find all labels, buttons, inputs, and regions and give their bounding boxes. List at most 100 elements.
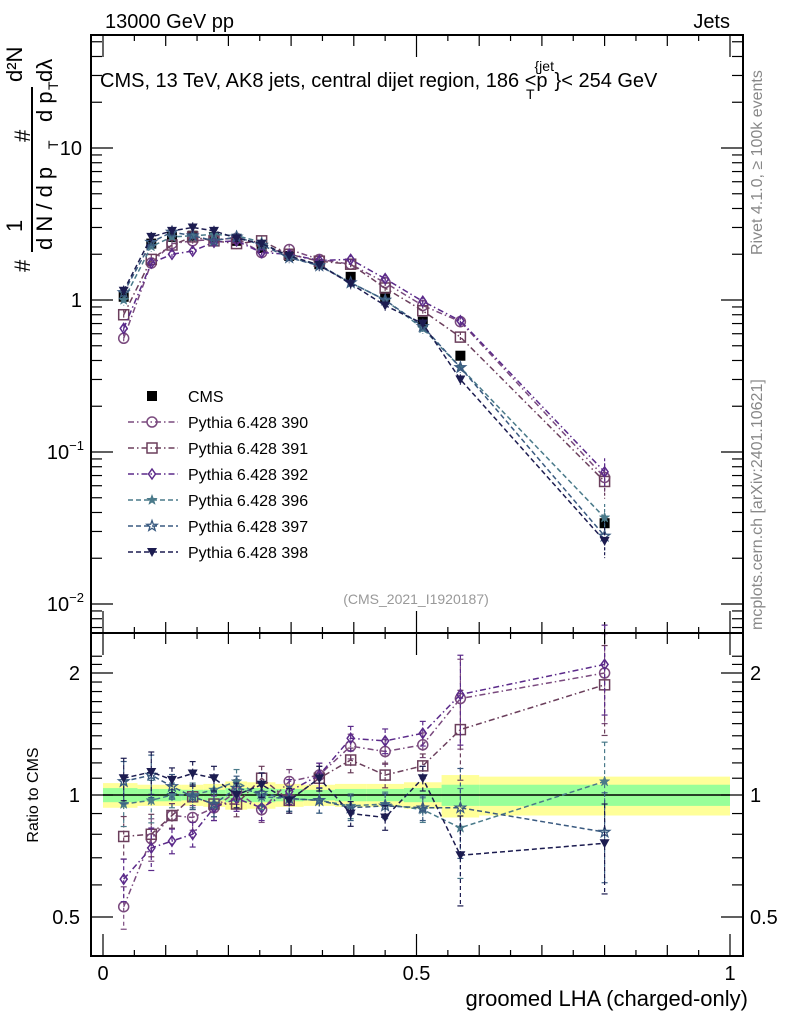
- legend-marker-icon: [147, 467, 157, 481]
- main-data-point: [206, 233, 222, 247]
- ratio-data-point: [167, 834, 177, 848]
- ratio-data-point: [117, 830, 130, 843]
- ratio-series-line: [123, 771, 605, 857]
- ratio-data-point: [418, 726, 428, 740]
- ratio-data-point: [380, 813, 391, 823]
- legend-marker-icon: [147, 548, 157, 557]
- main-data-point: [257, 246, 267, 259]
- main-data-point: [187, 223, 198, 233]
- main-data-point: [453, 359, 468, 374]
- ratio-data-point: [116, 774, 131, 788]
- main-data-point: [380, 301, 391, 311]
- main-data-point: [599, 536, 610, 546]
- legend-item: Pythia 6.428 391: [128, 441, 308, 458]
- legend-item: CMS: [147, 389, 224, 406]
- main-data-point: [165, 230, 178, 243]
- ratio-y-axis: 0.5 0.5 1 1 2 2: [52, 655, 778, 929]
- ratio-data-point: [600, 658, 610, 671]
- ratio-data-point: [379, 769, 391, 781]
- legend-label: Pythia 6.428 397: [188, 519, 308, 536]
- ratio-data-point: [417, 774, 428, 784]
- ratio-data-point: [232, 792, 241, 805]
- main-series-line: [123, 226, 606, 542]
- ratio-y-tick-label-left: 2: [69, 663, 80, 685]
- main-data-point: [188, 244, 198, 258]
- ratio-data-point: [208, 774, 219, 784]
- main-data-point: [380, 272, 390, 286]
- ratio-y-tick-label-left: 1: [69, 785, 80, 807]
- ratio-data-point: [166, 809, 178, 822]
- ratio-x-tick-label: 0.5: [403, 963, 431, 985]
- main-data-point: [346, 253, 356, 266]
- ratio-data-point: [166, 775, 177, 785]
- ylabel-sub2: T: [45, 81, 61, 90]
- legend-label: Pythia 6.428 390: [188, 415, 308, 432]
- main-series-pythia-6-428-396: [117, 228, 611, 535]
- main-data-point: [118, 286, 129, 296]
- main-series-line: [123, 236, 606, 482]
- main-series-line: [123, 240, 606, 473]
- legend-marker-icon: [146, 416, 158, 428]
- ylabel-den2: d p: [32, 91, 57, 122]
- mcplots-label: mcplots.cern.ch [arXiv:2401.10621]: [749, 379, 766, 630]
- ratio-series-line: [123, 663, 605, 880]
- main-data-point: [166, 226, 177, 236]
- analysis-id-label: (CMS_2021_I1920187): [343, 591, 489, 607]
- ratio-data-point: [599, 839, 610, 849]
- main-y-tick-label: 10−1: [47, 438, 84, 464]
- ratio-y-tick-label-right: 2: [750, 663, 761, 685]
- ratio-data-point: [314, 774, 325, 784]
- beam-label: 13000 GeV pp: [105, 11, 234, 33]
- title-superscript: {jet: [535, 58, 555, 74]
- main-data-point: [208, 226, 219, 236]
- legend-marker-icon: [144, 518, 160, 532]
- legend-marker-icon: [146, 442, 158, 454]
- ratio-data-point: [455, 688, 465, 701]
- main-data-point: [231, 234, 242, 244]
- ratio-data-point: [206, 796, 222, 811]
- ratio-data-point: [344, 754, 357, 766]
- x-axis-label: groomed LHA (charged-only): [466, 986, 748, 1011]
- plot-title: CMS, 13 TeV, AK8 jets, central dijet reg…: [100, 58, 658, 102]
- ratio-series-line: [122, 672, 605, 908]
- ratio-series-group: [116, 624, 612, 930]
- main-data-point: [455, 375, 466, 385]
- main-data-point: [455, 314, 465, 328]
- legend-marker-icon: [147, 391, 157, 401]
- ratio-data-point: [146, 767, 157, 777]
- ratio-data-point: [185, 789, 200, 803]
- main-data-point: [454, 331, 467, 343]
- ratio-data-point: [417, 760, 429, 772]
- ratio-data-point: [256, 780, 267, 790]
- main-data-point: [598, 511, 611, 523]
- ratio-x-axis: 0 0.5 1: [97, 633, 736, 985]
- main-data-point: [119, 322, 129, 335]
- main-series-pythia-6-428-398: [118, 222, 610, 559]
- title-main: CMS, 13 TeV, AK8 jets, central dijet reg…: [100, 70, 548, 92]
- main-data-point: [345, 279, 356, 289]
- ratio-data-point: [284, 796, 295, 806]
- ylabel-hash: #: [10, 259, 35, 272]
- main-y-tick-label: 10−2: [47, 590, 84, 616]
- legend-label: Pythia 6.428 392: [188, 467, 308, 484]
- ratio-data-point: [119, 872, 129, 886]
- ratio-y-tick-label-right: 0.5: [750, 907, 778, 929]
- ratio-data-point: [455, 851, 466, 861]
- legend-item: Pythia 6.428 397: [128, 518, 308, 536]
- main-series-group: [116, 222, 612, 559]
- legend-item: Pythia 6.428 390: [128, 415, 308, 432]
- main-y-tick-label: 10: [60, 138, 82, 160]
- legend-item: Pythia 6.428 398: [128, 545, 308, 562]
- legend-item: Pythia 6.428 396: [128, 493, 308, 510]
- legend: CMS Pythia 6.428 390 Pythia 6.428 391 Pythi…: [128, 389, 308, 562]
- ratio-series-pythia-6-428-392: [119, 624, 610, 903]
- ratio-data-point: [453, 800, 468, 814]
- legend-item: Pythia 6.428 392: [128, 467, 308, 484]
- title-tail: }< 254 GeV: [555, 70, 659, 92]
- main-y-axis-label: # 1 d N / d p T # d²N d p T dλ: [2, 47, 61, 272]
- category-label: Jets: [693, 11, 730, 33]
- title-subscript: T: [526, 86, 535, 102]
- ratio-data-point: [415, 800, 430, 814]
- main-data-point: [344, 258, 357, 270]
- ratio-data-point: [598, 775, 611, 787]
